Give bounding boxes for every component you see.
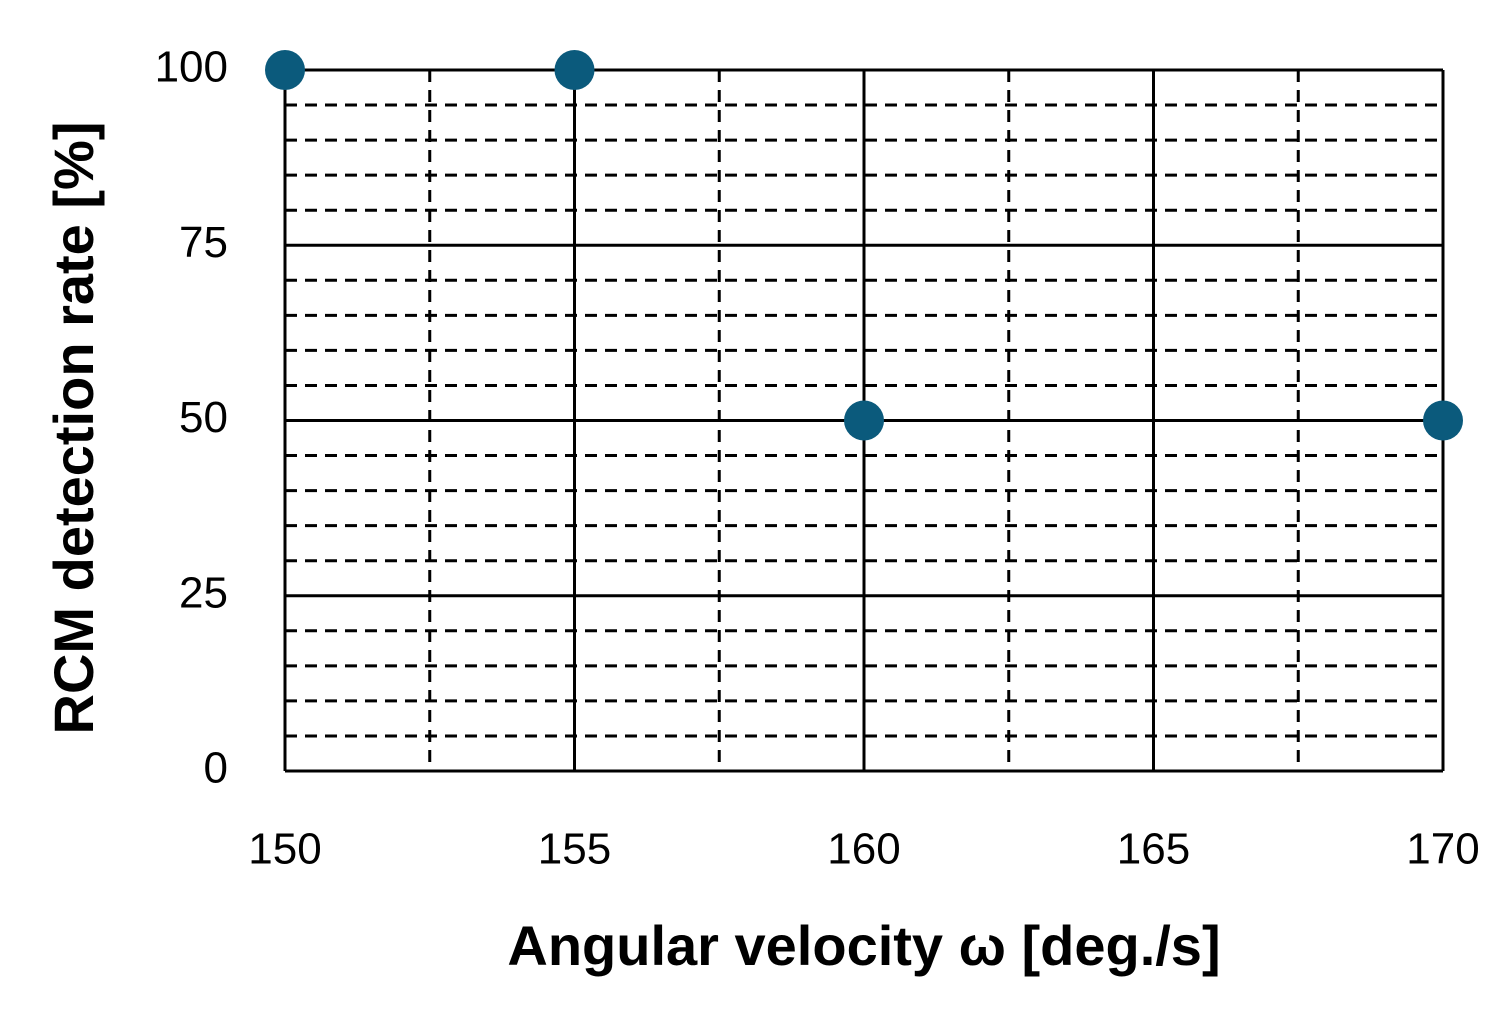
y-axis-title: RCM detection rate [%] bbox=[42, 122, 105, 735]
point bbox=[265, 50, 305, 90]
y-tick-label: 50 bbox=[179, 393, 228, 442]
x-tick-label: 150 bbox=[248, 825, 321, 874]
y-tick-label: 25 bbox=[179, 568, 228, 617]
point bbox=[844, 400, 884, 441]
point bbox=[554, 50, 595, 90]
y-tick-label: 100 bbox=[155, 43, 228, 92]
x-tick-label: 165 bbox=[1117, 825, 1190, 874]
point bbox=[1423, 400, 1463, 441]
x-tick-label: 155 bbox=[538, 825, 611, 874]
y-tick-label: 75 bbox=[179, 218, 228, 267]
y-tick-label: 0 bbox=[204, 744, 228, 793]
x-tick-label: 160 bbox=[827, 825, 900, 874]
x-axis-title: Angular velocity ω [deg./s] bbox=[507, 914, 1220, 977]
x-tick-label: 170 bbox=[1406, 825, 1479, 874]
